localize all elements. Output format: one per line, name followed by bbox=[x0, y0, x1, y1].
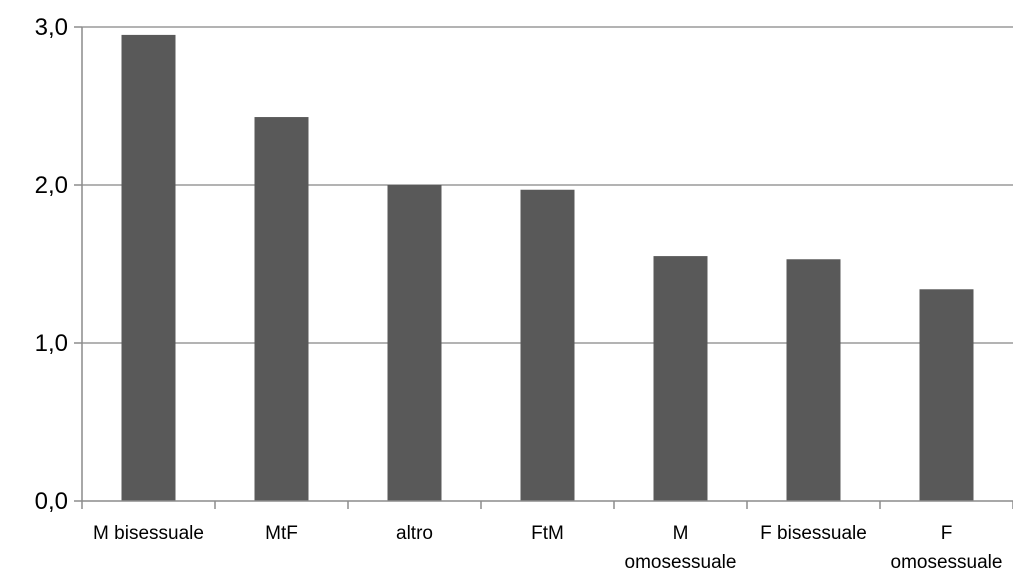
x-tick-label-3: FtM bbox=[531, 523, 564, 544]
bar-0 bbox=[121, 34, 176, 502]
bar-1 bbox=[254, 117, 309, 501]
y-tick-label-2: 2,0 bbox=[35, 172, 68, 199]
x-tick-label-3-line-0: FtM bbox=[531, 523, 564, 544]
bar-5 bbox=[786, 259, 841, 501]
axes bbox=[74, 26, 1013, 509]
bars bbox=[121, 34, 974, 502]
x-tick-label-0-line-0: M bisessuale bbox=[93, 523, 204, 544]
bar-4 bbox=[653, 256, 708, 501]
x-tick-label-2: altro bbox=[396, 523, 433, 544]
x-tick-label-4-line-1: omosessuale bbox=[625, 552, 737, 572]
x-tick-label-0: M bisessuale bbox=[93, 523, 204, 544]
x-tick-label-6-line-0: F bbox=[941, 523, 953, 544]
x-tick-label-5: F bisessuale bbox=[760, 523, 867, 544]
bar-6 bbox=[919, 289, 974, 501]
y-tick-label-0: 0,0 bbox=[35, 488, 68, 515]
x-tick-label-6-line-1: omosessuale bbox=[891, 552, 1003, 572]
x-tick-label-4-line-0: M bbox=[673, 523, 689, 544]
bar-3 bbox=[520, 189, 575, 502]
bar-2 bbox=[387, 185, 442, 501]
y-tick-labels: 0,0 1,0 2,0 3,0 bbox=[35, 14, 68, 515]
y-tick-label-3: 3,0 bbox=[35, 14, 68, 41]
x-tick-label-1-line-0: MtF bbox=[265, 523, 298, 544]
x-tick-label-1: MtF bbox=[265, 523, 298, 544]
x-tick-label-2-line-0: altro bbox=[396, 523, 433, 544]
y-tick-label-1: 1,0 bbox=[35, 330, 68, 357]
x-tick-label-5-line-0: F bisessuale bbox=[760, 523, 867, 544]
